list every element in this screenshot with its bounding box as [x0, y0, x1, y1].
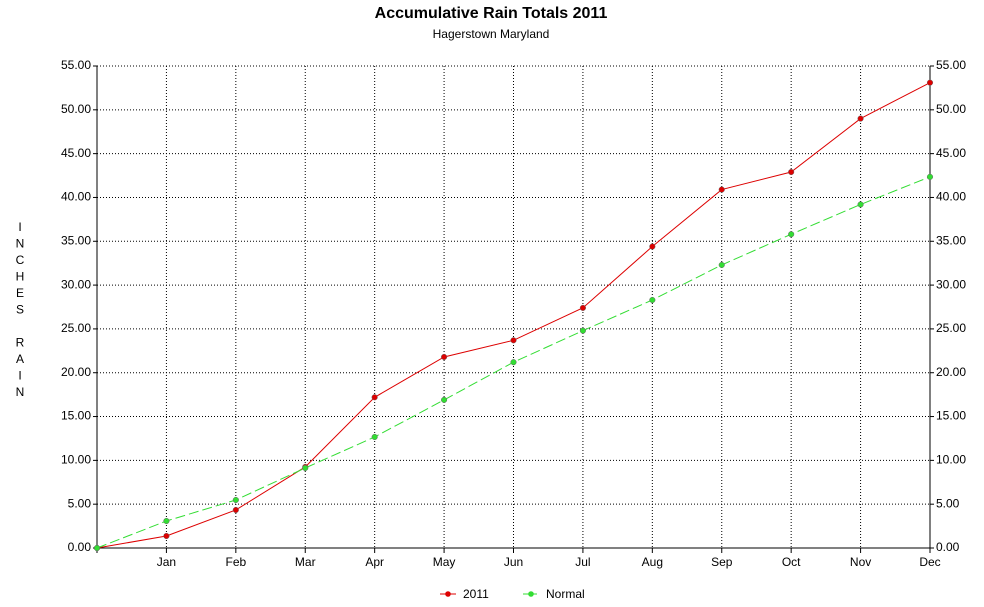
- data-point: [163, 517, 170, 525]
- x-tick-label: Jan: [157, 555, 176, 569]
- data-point: [163, 532, 170, 540]
- data-point: [718, 261, 725, 268]
- y2-tick-label: 50.00: [936, 102, 966, 116]
- data-point: [926, 173, 934, 180]
- y-tick-label: 5.00: [68, 496, 92, 510]
- data-point: [441, 396, 448, 403]
- data-point: [788, 231, 795, 238]
- data-point: [649, 296, 656, 304]
- data-point: [857, 115, 864, 122]
- data-point: [857, 201, 864, 208]
- x-tick-label: Apr: [365, 555, 384, 569]
- data-point: [579, 304, 586, 311]
- y2-tick-label: 40.00: [936, 190, 966, 204]
- x-tick-label: Oct: [782, 555, 801, 569]
- y-tick-label: 15.00: [61, 409, 91, 423]
- legend-marker: [528, 591, 534, 597]
- data-point: [510, 359, 517, 366]
- y-tick-label: 50.00: [61, 102, 91, 116]
- legend-marker: [445, 591, 451, 597]
- data-point: [232, 496, 239, 504]
- y-tick-label: 20.00: [61, 365, 91, 379]
- x-tick-label: Feb: [225, 555, 246, 569]
- x-tick-label: May: [433, 555, 456, 569]
- y2-tick-label: 55.00: [936, 58, 966, 72]
- y-tick-label: 45.00: [61, 146, 91, 160]
- y2-tick-label: 15.00: [936, 409, 966, 423]
- data-point: [718, 186, 725, 193]
- y2-tick-label: 25.00: [936, 321, 966, 335]
- chart-title: Accumulative Rain Totals 2011: [375, 5, 608, 22]
- y-tick-label: 35.00: [61, 233, 91, 247]
- data-point: [649, 243, 656, 250]
- x-tick-label: Jul: [575, 555, 590, 569]
- y-tick-label: 30.00: [61, 277, 91, 291]
- y2-tick-label: 45.00: [936, 146, 966, 160]
- y2-tick-label: 35.00: [936, 233, 966, 247]
- y-tick-label: 0.00: [68, 540, 92, 554]
- data-point: [579, 327, 586, 334]
- y2-tick-label: 5.00: [936, 496, 960, 510]
- data-point: [788, 168, 795, 176]
- y-tick-label: 25.00: [61, 321, 91, 335]
- data-point: [510, 337, 517, 344]
- y2-tick-label: 30.00: [936, 277, 966, 291]
- y2-tick-label: 0.00: [936, 540, 960, 554]
- data-point: [371, 433, 378, 441]
- x-tick-label: Jun: [504, 555, 523, 569]
- y2-tick-label: 20.00: [936, 365, 966, 379]
- data-point: [302, 464, 309, 472]
- x-tick-label: Sep: [711, 555, 733, 569]
- x-tick-label: Dec: [919, 555, 940, 569]
- y-tick-label: 10.00: [61, 453, 91, 467]
- data-point: [441, 353, 448, 361]
- x-tick-label: Mar: [295, 555, 316, 569]
- y2-tick-label: 10.00: [936, 453, 966, 467]
- data-point: [926, 79, 934, 86]
- data-point: [232, 506, 239, 514]
- legend-label: 2011: [463, 587, 489, 601]
- x-tick-label: Aug: [642, 555, 663, 569]
- y-tick-label: 40.00: [61, 190, 91, 204]
- data-point: [93, 544, 101, 552]
- x-tick-label: Nov: [850, 555, 871, 569]
- legend-label: Normal: [546, 587, 585, 601]
- data-point: [371, 394, 378, 401]
- chart-subtitle: Hagerstown Maryland: [433, 27, 550, 41]
- y-tick-label: 55.00: [61, 58, 91, 72]
